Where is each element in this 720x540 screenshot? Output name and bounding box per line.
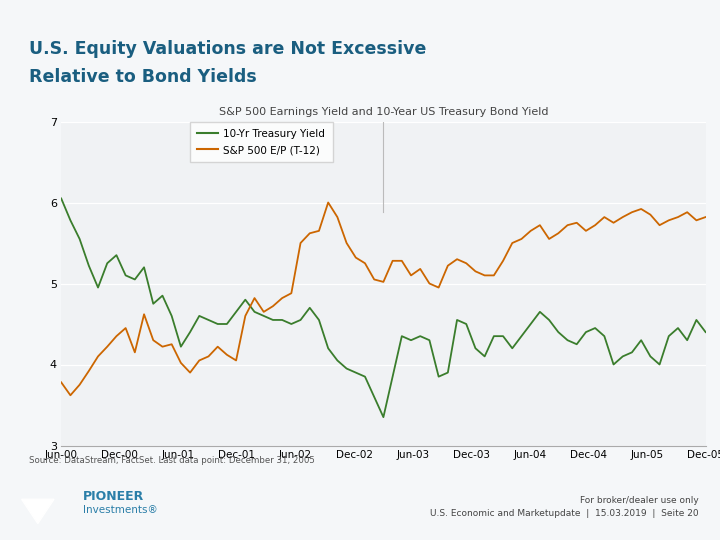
Legend: 10-Yr Treasury Yield, S&P 500 E/P (T-12): 10-Yr Treasury Yield, S&P 500 E/P (T-12) [190,122,333,163]
Text: Relative to Bond Yields: Relative to Bond Yields [29,68,256,85]
Title: S&P 500 Earnings Yield and 10-Year US Treasury Bond Yield: S&P 500 Earnings Yield and 10-Year US Tr… [219,106,548,117]
Text: PIONEER: PIONEER [83,490,144,503]
Text: Investments®: Investments® [83,505,158,515]
Text: For broker/dealer use only: For broker/dealer use only [580,496,698,505]
Text: U.S. Economic and Marketupdate  |  15.03.2019  |  Seite 20: U.S. Economic and Marketupdate | 15.03.2… [430,509,698,518]
Text: Source: DataStream, FactSet. Last data point: December 31, 2005: Source: DataStream, FactSet. Last data p… [29,456,315,465]
Polygon shape [22,499,54,524]
Text: U.S. Equity Valuations are Not Excessive: U.S. Equity Valuations are Not Excessive [29,40,426,58]
